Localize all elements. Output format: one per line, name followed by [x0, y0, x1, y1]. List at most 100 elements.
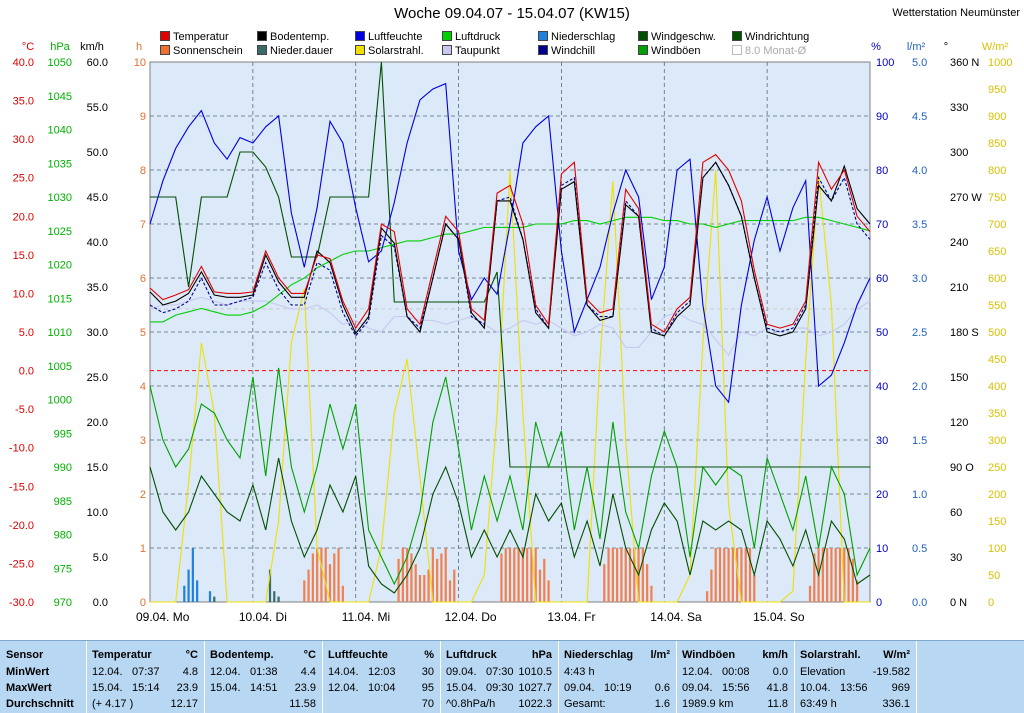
stats-cell-value: 11.58 — [289, 698, 316, 710]
axis-tick-sun: 2 — [140, 489, 146, 501]
bar-sonnenschein — [753, 575, 756, 602]
axis-tick-humidity: 100 — [876, 57, 894, 69]
axis-tick-direction: 270 W — [950, 192, 982, 204]
legend-swatch — [257, 31, 267, 41]
axis-tick-direction: 240 — [950, 237, 968, 249]
legend-swatch — [160, 31, 170, 41]
series-line-luftdruck — [150, 216, 871, 323]
stats-header: Bodentemp. °C — [210, 647, 316, 663]
stats-column: Niederschlag l/m² 4:43 h 09.04. 10:19 0.6 Gesa… — [558, 641, 677, 713]
bar-sonnenschein — [513, 548, 516, 602]
bar-sonnenschein — [311, 553, 314, 602]
legend-swatch — [638, 31, 648, 41]
stats-header-title: Niederschlag — [564, 649, 634, 661]
bar-sonnenschein — [414, 564, 417, 602]
bar-sonnenschein — [324, 548, 327, 602]
series-line-bodentemp — [149, 161, 871, 337]
axis-tick-solar: 950 — [988, 84, 1006, 96]
axis-tick-solar: 100 — [988, 543, 1006, 555]
bar-sonnenschein — [328, 564, 332, 602]
bar-niederschlag — [183, 585, 186, 602]
bar-sonnenschein — [633, 548, 636, 602]
x-axis-label: 09.04. Mo — [136, 610, 190, 624]
stats-cell-date: 63:49 h — [800, 698, 837, 710]
axis-tick-solar: 600 — [988, 273, 1006, 285]
axis-tick-rain: 5.0 — [912, 57, 927, 69]
stats-cell-date: 09.04. — [446, 666, 477, 678]
axis-tick-wind: 30.0 — [87, 327, 108, 339]
stats-cell-value: 4.4 — [300, 666, 316, 678]
legend-label: Windrichtung — [745, 31, 810, 43]
stats-cell-value: 1010.5 — [518, 666, 552, 678]
stats-header-unit: l/m² — [650, 649, 670, 661]
bar-niederdauer — [277, 596, 280, 602]
bar-sonnenschein — [307, 569, 310, 602]
stats-row: MinWert — [6, 664, 80, 680]
stats-cell-date: 12.04. — [92, 666, 123, 678]
legend-item: Windrichtung — [732, 31, 809, 43]
stats-column: Bodentemp. °C 12.04. 01:38 4.4 15.04. 14:51 23.… — [204, 641, 323, 713]
axis-tick-direction: 120 — [950, 417, 968, 429]
stats-cell-value: 41.8 — [766, 682, 788, 694]
series-line-windben — [149, 367, 871, 586]
stats-row: 1989.9 km 11.8 — [682, 696, 788, 712]
bar-sonnenschein — [521, 548, 524, 602]
stats-header: Luftdruck hPa — [446, 647, 552, 663]
series-line-temperatur — [149, 153, 871, 333]
legend-label: Luftfeuchte — [368, 31, 423, 43]
stats-cell-time: 10:04 — [368, 682, 396, 694]
axis-tick-rain: 4.5 — [912, 111, 927, 123]
stats-cell-date: 15.04. — [446, 682, 477, 694]
axis-tick-pressure: 1040 — [48, 125, 72, 137]
bar-sonnenschein — [530, 548, 533, 602]
stats-header-unit: °C — [303, 649, 316, 661]
bar-sonnenschein — [628, 548, 632, 602]
stats-row: Durchschnitt — [6, 696, 80, 712]
stats-cell-value: 1.6 — [654, 698, 670, 710]
axis-tick-wind: 35.0 — [87, 282, 108, 294]
stats-header-unit: °C — [185, 649, 198, 661]
legend-label: Luftdruck — [455, 31, 501, 43]
stats-cell-value: 70 — [421, 698, 434, 710]
legend-swatch — [538, 31, 548, 41]
stats-row: 11.58 — [210, 696, 316, 712]
bar-sonnenschein — [616, 548, 619, 602]
axis-tick-temp: 15.0 — [13, 250, 34, 262]
axis-tick-humidity: 50 — [876, 327, 888, 339]
axis-unit-solar: W/m² — [982, 41, 1009, 53]
bar-sonnenschein — [624, 548, 627, 602]
stats-header-title: Solarstrahl. — [800, 649, 861, 661]
stats-header-title: Luftfeuchte — [328, 649, 388, 661]
axis-tick-temp: 20.0 — [13, 211, 34, 223]
stats-column: Solarstrahl. W/m² Elevation -19.582 10.04. 13… — [794, 641, 917, 713]
stats-header: Temperatur °C — [92, 647, 198, 663]
legend-swatch — [442, 45, 452, 55]
axis-tick-wind: 55.0 — [87, 102, 108, 114]
bar-sonnenschein — [547, 580, 550, 602]
axis-tick-pressure: 1000 — [48, 395, 72, 407]
legend-label: 8.0 Monat-Ø — [745, 45, 807, 57]
bar-sonnenschein — [418, 575, 422, 602]
axis-unit-wind: km/h — [80, 41, 104, 53]
stats-cell-value: 1027.7 — [518, 682, 552, 694]
axis-tick-direction: 360 N — [950, 57, 979, 69]
stats-cell-date: 15.04. — [92, 682, 123, 694]
bar-sonnenschein — [808, 585, 812, 602]
stats-column: Windböen km/h 12.04. 00:08 0.0 09.04. 15:56 41.… — [676, 641, 795, 713]
bar-niederschlag — [187, 569, 190, 602]
stats-row: 63:49 h 336.1 — [800, 696, 910, 712]
stats-header-unit: % — [424, 649, 434, 661]
x-axis-label: 15.04. So — [753, 610, 805, 624]
axis-tick-humidity: 40 — [876, 381, 888, 393]
legend-item: 8.0 Monat-Ø — [732, 45, 806, 57]
stats-cell-date: Elevation — [800, 666, 846, 678]
bar-sonnenschein — [718, 548, 722, 602]
axis-tick-direction: 30 — [950, 552, 962, 564]
axis-tick-sun: 0 — [140, 597, 146, 609]
axis-tick-direction: 180 S — [950, 327, 979, 339]
stats-row: 12.04. 00:08 0.0 — [682, 664, 788, 680]
legend-item: Windböen — [638, 45, 701, 57]
legend-item: Bodentemp. — [257, 31, 329, 43]
stats-cell-date: MaxWert — [6, 682, 52, 694]
stats-row: 15.04. 14:51 23.9 — [210, 680, 316, 696]
